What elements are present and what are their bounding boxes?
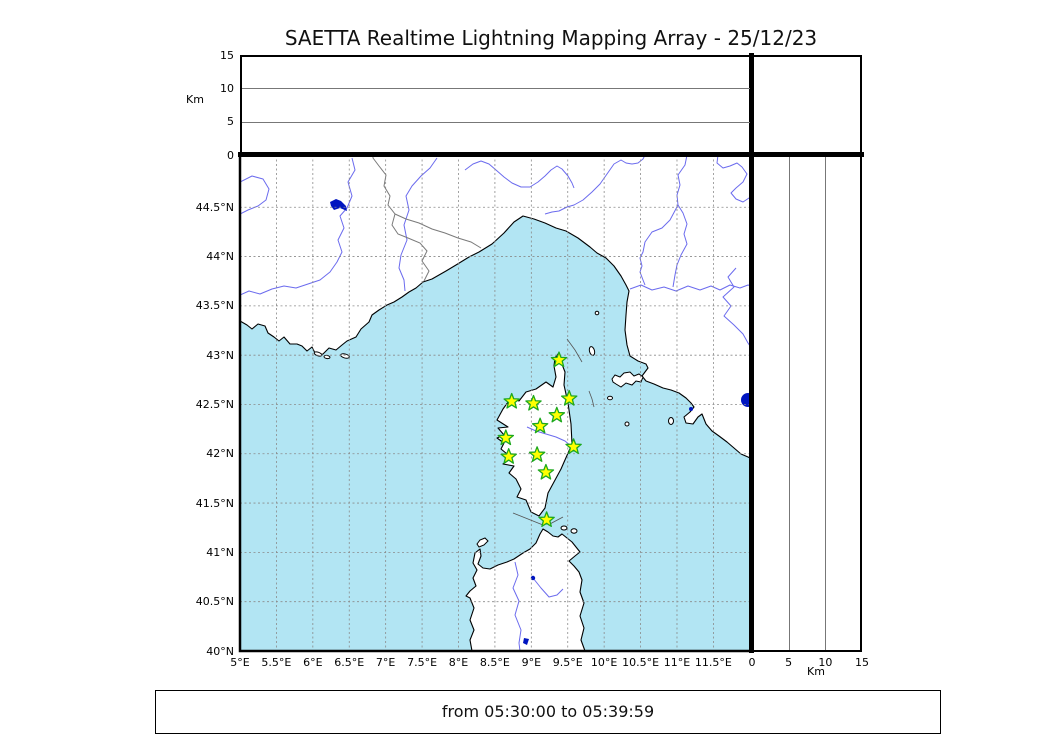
station-star-marker [565,438,582,455]
lat-tick-label: 43°N [206,348,234,362]
island-capraia [588,346,596,356]
altitude-longitude-panel [240,55,752,156]
altitude-tick-label-top: 5 [227,115,234,129]
lake-orbetello [689,407,693,411]
lat-tick-label: 44°N [206,250,234,264]
page-title: SAETTA Realtime Lightning Mapping Array … [284,26,818,50]
island-gorgona [594,310,600,316]
lat-tick-label: 40.5°N [195,595,234,609]
station-star-marker [550,351,568,368]
station-star-marker [525,394,542,411]
river-durance [240,157,356,296]
river [639,155,688,286]
river-var [398,157,438,292]
altitude-latitude-panel [752,155,862,652]
island-maddalena-1 [560,525,568,531]
panel-separator-vertical [749,53,754,653]
lon-tick-label: 5.5°E [261,656,292,669]
river-arno [629,284,752,292]
map-panel [238,153,754,653]
island-montecristo [624,421,630,427]
station-star-marker [503,392,520,409]
time-range-box: from 05:30:00 to 05:39:59 [155,690,941,734]
station-star-marker [538,511,555,528]
station-star-marker [537,463,555,480]
lon-tick-label: 5°E [230,656,250,669]
country-border [372,155,430,282]
corner-panel [752,55,862,156]
altitude-axis-unit-bottom: Km [807,665,825,678]
river [672,204,688,288]
lon-tick-label: 11.5°E [694,656,732,669]
river-tiber [722,267,752,350]
river [716,155,752,203]
station-star-marker [548,406,566,423]
island-hyeres-2 [323,354,331,360]
lon-tick-label: 7°E [375,656,396,669]
lon-tick-label: 8°E [448,656,469,669]
altitude-tick-label-right: 0 [748,656,756,669]
river [512,561,522,651]
lat-tick-label: 43.5°N [195,299,234,313]
lon-tick-label: 9.5°E [552,656,583,669]
altitude-tick-label-top: 15 [220,48,234,62]
sea-annotation-line [588,390,595,408]
stations-layer [497,351,582,528]
river [544,155,646,215]
lake-coghinas [523,638,529,645]
lon-tick-label: 9°E [521,656,542,669]
river [240,175,270,215]
station-star-marker [531,417,549,434]
lon-tick-label: 8.5°E [479,656,510,669]
lon-tick-label: 10.5°E [622,656,660,669]
station-star-marker [497,429,515,446]
station-star-marker [528,446,546,462]
lon-tick-label: 6.5°E [334,656,365,669]
lon-tick-label: 11°E [663,656,691,669]
sea-annotation-line [512,512,544,526]
lat-tick-label: 42.5°N [195,397,234,411]
island-pianosa [607,395,613,401]
lat-tick-label: 44.5°N [195,200,234,214]
time-range-text: from 05:30:00 to 05:39:59 [441,702,655,721]
lon-tick-label: 10°E [590,656,618,669]
island-giglio [668,417,674,425]
altitude-axis-unit-left: Km [186,93,204,106]
lake-sardinia-1 [530,575,536,581]
island-maddalena-2 [570,528,578,534]
country-border-branch [394,213,482,249]
land-elba [611,371,644,388]
lat-tick-label: 40°N [206,644,234,658]
lat-tick-label: 41.5°N [195,496,234,510]
altitude-tick-label-top: 0 [227,148,234,162]
lat-tick-label: 41°N [206,545,234,559]
station-star-marker [500,448,517,464]
lon-tick-label: 7.5°E [407,656,438,669]
panel-separator-horizontal [238,152,864,157]
land-sardinia [465,528,586,651]
lon-tick-label: 6°E [303,656,323,669]
land-asinara [476,537,489,548]
river [532,577,564,598]
lat-tick-label: 42°N [206,447,234,461]
station-star-marker [560,389,578,406]
river [464,160,575,189]
sea-annotation-line [566,338,583,363]
altitude-tick-label-right: 15 [855,656,869,669]
lake-serre-poncon [330,199,347,211]
river-golo [526,426,572,447]
